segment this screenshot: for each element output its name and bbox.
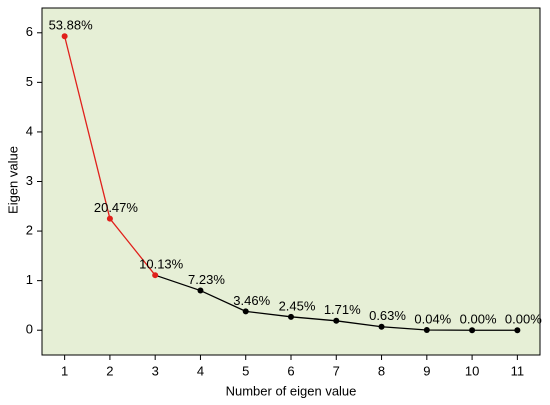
point [514, 327, 521, 334]
point [423, 327, 430, 334]
point [378, 323, 385, 330]
x-tick-label: 8 [378, 363, 385, 378]
y-tick-label: 2 [26, 223, 33, 238]
point [333, 317, 340, 324]
point [197, 287, 204, 294]
annotation: 2.45% [279, 298, 316, 313]
y-tick-label: 1 [26, 272, 33, 287]
x-tick-label: 6 [287, 363, 294, 378]
y-tick-label: 4 [26, 123, 33, 138]
point [469, 327, 476, 334]
annotation: 10.13% [139, 257, 184, 272]
annotation: 1.71% [324, 302, 361, 317]
x-tick-label: 3 [152, 363, 159, 378]
annotation: 0.04% [414, 311, 451, 326]
y-tick-label: 6 [26, 24, 33, 39]
x-tick-label: 10 [465, 363, 479, 378]
x-tick-label: 7 [333, 363, 340, 378]
x-tick-label: 9 [423, 363, 430, 378]
x-tick-label: 5 [242, 363, 249, 378]
annotation: 3.46% [233, 293, 270, 308]
point [288, 313, 294, 320]
y-tick-label: 0 [26, 322, 33, 337]
annotation: 0.63% [369, 308, 406, 323]
annotation: 0.00% [460, 312, 497, 327]
x-tick-label: 11 [511, 363, 525, 378]
x-axis-label: Number of eigen value [226, 383, 357, 398]
annotation: 20.47% [94, 200, 139, 215]
x-tick-label: 2 [106, 363, 113, 378]
annotation: 7.23% [188, 272, 225, 287]
point [106, 215, 113, 222]
point [242, 308, 249, 315]
y-tick-label: 3 [26, 173, 33, 188]
y-axis-label: Eigen value [5, 146, 20, 214]
point [152, 272, 159, 279]
point [61, 33, 68, 40]
annotation: 53.88% [49, 18, 94, 33]
x-tick-label: 1 [61, 363, 68, 378]
y-tick-label: 5 [26, 74, 33, 89]
annotation: 0.00% [505, 312, 542, 327]
x-tick-label: 4 [197, 363, 204, 378]
plot-area [41, 7, 541, 356]
